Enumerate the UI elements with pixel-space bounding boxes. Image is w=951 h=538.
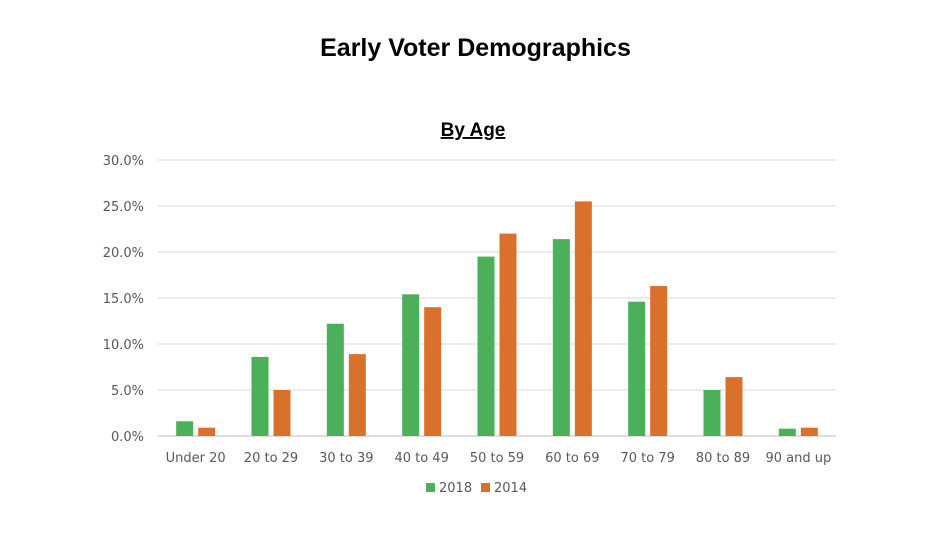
bar-2014-60-to-69 — [574, 201, 592, 436]
bar-2014-90-and-up — [800, 427, 818, 436]
chart-subtitle: By Age — [441, 120, 506, 141]
x-tick-label: 80 to 89 — [696, 451, 750, 466]
y-tick-label: 10.0% — [103, 338, 144, 353]
bar-2018-20-to-29 — [251, 356, 269, 436]
y-tick-label: 20.0% — [103, 246, 144, 261]
x-tick-label: 20 to 29 — [244, 451, 298, 466]
x-tick-label: 90 and up — [765, 451, 831, 466]
bar-2014-50-to-59 — [499, 233, 517, 436]
y-tick-label: 15.0% — [103, 292, 144, 307]
x-tick-label: 70 to 79 — [620, 451, 674, 466]
legend: 2018 2014 — [426, 481, 527, 496]
bar-2018-40-to-49 — [402, 294, 420, 436]
bar-2014-30-to-39 — [348, 354, 366, 436]
x-tick-label: Under 20 — [166, 451, 226, 466]
bar-2018-60-to-69 — [552, 239, 570, 436]
bar-2014-80-to-89 — [725, 377, 743, 436]
bar-2018-30-to-39 — [326, 323, 344, 436]
y-axis: 0.0% 5.0% 10.0% 15.0% 20.0% 25.0% 30.0% — [103, 154, 144, 445]
bar-2014-70-to-79 — [650, 286, 668, 436]
legend-label: 2018 — [439, 481, 472, 496]
bar-2014-under-20 — [198, 427, 216, 436]
legend-swatch — [426, 483, 435, 492]
page-title: Early Voter Demographics — [320, 34, 631, 62]
legend-swatch — [481, 483, 490, 492]
legend-label: 2014 — [494, 481, 527, 496]
bar-2018-70-to-79 — [628, 301, 646, 436]
bar-2014-40-to-49 — [424, 307, 442, 436]
y-tick-label: 25.0% — [103, 200, 144, 215]
x-tick-label: 50 to 59 — [470, 451, 524, 466]
bar-2018-50-to-59 — [477, 256, 495, 436]
bar-2018-under-20 — [176, 421, 194, 436]
x-axis: Under 20 20 to 29 30 to 39 40 to 49 50 to 59… — [166, 451, 832, 466]
x-tick-label: 60 to 69 — [545, 451, 599, 466]
bars — [176, 201, 818, 436]
y-tick-label: 0.0% — [111, 430, 144, 445]
gridlines — [158, 159, 836, 437]
bar-2018-80-to-89 — [703, 390, 721, 436]
x-tick-label: 40 to 49 — [394, 451, 448, 466]
x-tick-label: 30 to 39 — [319, 451, 373, 466]
y-tick-label: 5.0% — [111, 384, 144, 399]
bar-2014-20-to-29 — [273, 390, 291, 436]
bar-2018-90-and-up — [778, 428, 796, 436]
y-tick-label: 30.0% — [103, 154, 144, 169]
